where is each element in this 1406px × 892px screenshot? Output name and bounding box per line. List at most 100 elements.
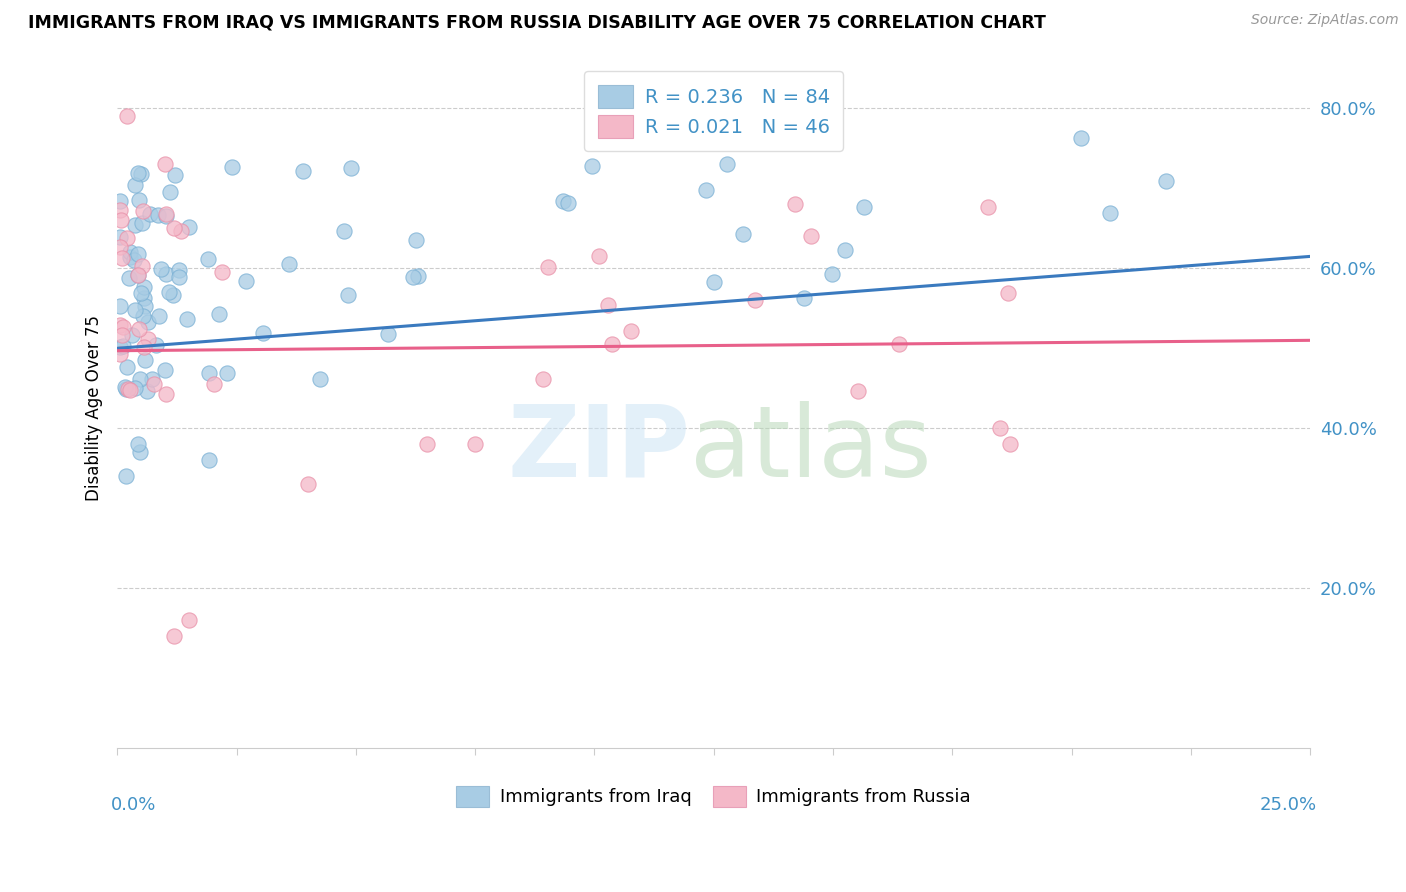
Point: [402, 269, 425, 284]
Point: [716, 156, 738, 170]
Point: [108, 299, 131, 313]
Point: [131, 259, 153, 273]
Point: [170, 224, 193, 238]
Point: [118, 245, 141, 260]
Point: [157, 285, 180, 300]
Point: [340, 161, 363, 175]
Point: [416, 437, 439, 451]
Point: [108, 240, 131, 254]
Point: [887, 336, 910, 351]
Point: [215, 366, 238, 380]
Point: [108, 318, 131, 332]
Point: [153, 157, 176, 171]
Point: [129, 167, 152, 181]
Point: [127, 166, 149, 180]
Point: [111, 251, 134, 265]
Point: [124, 381, 146, 395]
Point: [235, 274, 257, 288]
Point: [988, 421, 1011, 435]
Point: [159, 185, 181, 199]
Point: [112, 320, 135, 334]
Point: [277, 258, 299, 272]
Point: [118, 383, 141, 397]
Point: [148, 309, 170, 323]
Point: [120, 250, 142, 264]
Point: [136, 315, 159, 329]
Point: [977, 200, 1000, 214]
Point: [198, 453, 221, 467]
Point: [131, 216, 153, 230]
Point: [557, 196, 579, 211]
Point: [537, 260, 560, 275]
Point: [221, 161, 243, 175]
Point: [800, 228, 823, 243]
Point: [108, 229, 131, 244]
Text: 0.0%: 0.0%: [111, 796, 156, 814]
Point: [176, 312, 198, 326]
Point: [118, 271, 141, 285]
Point: [146, 208, 169, 222]
Point: [464, 437, 486, 451]
Point: [821, 268, 844, 282]
Point: [406, 268, 429, 283]
Point: [134, 299, 156, 313]
Point: [128, 322, 150, 336]
Point: [202, 377, 225, 392]
Point: [114, 380, 136, 394]
Point: [129, 285, 152, 300]
Point: [163, 168, 186, 182]
Point: [132, 309, 155, 323]
Point: [132, 291, 155, 305]
Point: [179, 220, 201, 235]
Point: [853, 200, 876, 214]
Point: [132, 340, 155, 354]
Point: [110, 213, 132, 227]
Point: [703, 275, 725, 289]
Point: [115, 469, 138, 483]
Legend: Immigrants from Iraq, Immigrants from Russia: Immigrants from Iraq, Immigrants from Ru…: [449, 779, 979, 814]
Point: [598, 298, 620, 312]
Point: [588, 249, 610, 263]
Point: [169, 263, 191, 277]
Point: [134, 353, 156, 368]
Point: [211, 265, 233, 279]
Point: [695, 183, 717, 197]
Text: ZIP: ZIP: [508, 401, 690, 498]
Point: [117, 383, 139, 397]
Point: [163, 221, 186, 235]
Point: [141, 372, 163, 386]
Point: [129, 445, 152, 459]
Point: [405, 233, 427, 247]
Point: [124, 218, 146, 232]
Point: [197, 252, 219, 266]
Point: [111, 338, 134, 352]
Point: [167, 270, 190, 285]
Point: [132, 280, 155, 294]
Point: [309, 371, 332, 385]
Point: [111, 328, 134, 343]
Point: [155, 207, 177, 221]
Point: [291, 164, 314, 178]
Point: [127, 437, 149, 451]
Point: [1070, 130, 1092, 145]
Point: [834, 243, 856, 257]
Point: [1154, 174, 1177, 188]
Point: [998, 437, 1021, 451]
Point: [135, 384, 157, 399]
Point: [333, 224, 356, 238]
Point: [127, 247, 149, 261]
Point: [783, 197, 806, 211]
Point: [131, 203, 153, 218]
Point: [122, 252, 145, 267]
Point: [127, 268, 149, 282]
Text: IMMIGRANTS FROM IRAQ VS IMMIGRANTS FROM RUSSIA DISABILITY AGE OVER 75 CORRELATIO: IMMIGRANTS FROM IRAQ VS IMMIGRANTS FROM …: [28, 13, 1046, 31]
Y-axis label: Disability Age Over 75: Disability Age Over 75: [86, 315, 103, 501]
Point: [162, 288, 184, 302]
Point: [197, 367, 219, 381]
Point: [115, 110, 138, 124]
Point: [155, 387, 177, 401]
Text: 25.0%: 25.0%: [1260, 796, 1316, 814]
Point: [551, 194, 574, 208]
Point: [252, 326, 274, 340]
Point: [143, 376, 166, 391]
